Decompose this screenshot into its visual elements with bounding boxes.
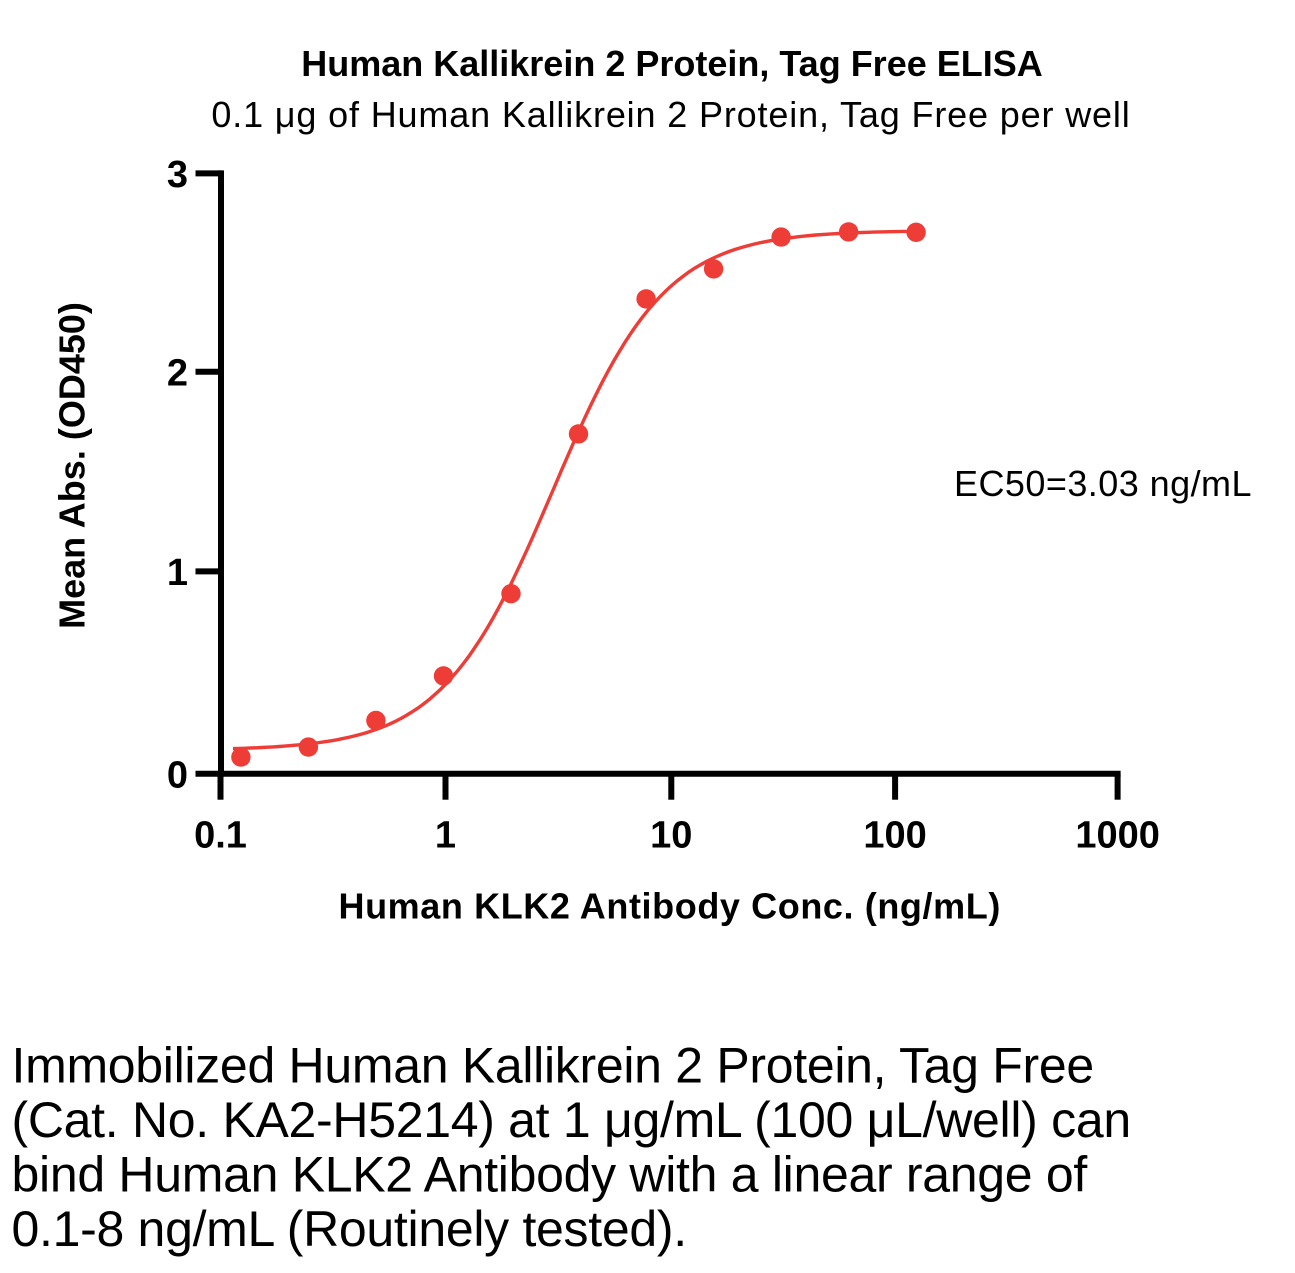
svg-text:3: 3	[167, 154, 188, 196]
svg-text:2: 2	[167, 352, 188, 394]
svg-text:1000: 1000	[1075, 815, 1160, 857]
svg-text:Human Kallikrein 2 Protein, Ta: Human Kallikrein 2 Protein, Tag Free ELI…	[301, 43, 1043, 84]
svg-text:(Cat. No. KA2-H5214) at 1 μg/m: (Cat. No. KA2-H5214) at 1 μg/mL (100 μL/…	[12, 1092, 1131, 1148]
svg-text:0.1-8 ng/mL (Routinely tested): 0.1-8 ng/mL (Routinely tested).	[12, 1201, 687, 1257]
svg-text:10: 10	[650, 815, 692, 857]
svg-text:Human KLK2 Antibody Conc. (ng/: Human KLK2 Antibody Conc. (ng/mL)	[338, 885, 1000, 926]
svg-text:EC50=3.03 ng/mL: EC50=3.03 ng/mL	[954, 463, 1252, 504]
svg-text:1: 1	[435, 815, 456, 857]
svg-text:100: 100	[863, 815, 926, 857]
svg-text:Mean Abs. (OD450): Mean Abs. (OD450)	[52, 302, 93, 629]
svg-text:1: 1	[167, 552, 188, 594]
svg-text:0: 0	[167, 754, 188, 796]
svg-text:0.1 μg of Human Kallikrein 2 P: 0.1 μg of Human Kallikrein 2 Protein, Ta…	[211, 94, 1130, 135]
svg-text:Immobilized Human Kallikrein 2: Immobilized Human Kallikrein 2 Protein, …	[12, 1038, 1094, 1094]
svg-text:0.1: 0.1	[194, 815, 247, 857]
svg-text:bind Human KLK2 Antibody with: bind Human KLK2 Antibody with a linear r…	[12, 1147, 1088, 1203]
